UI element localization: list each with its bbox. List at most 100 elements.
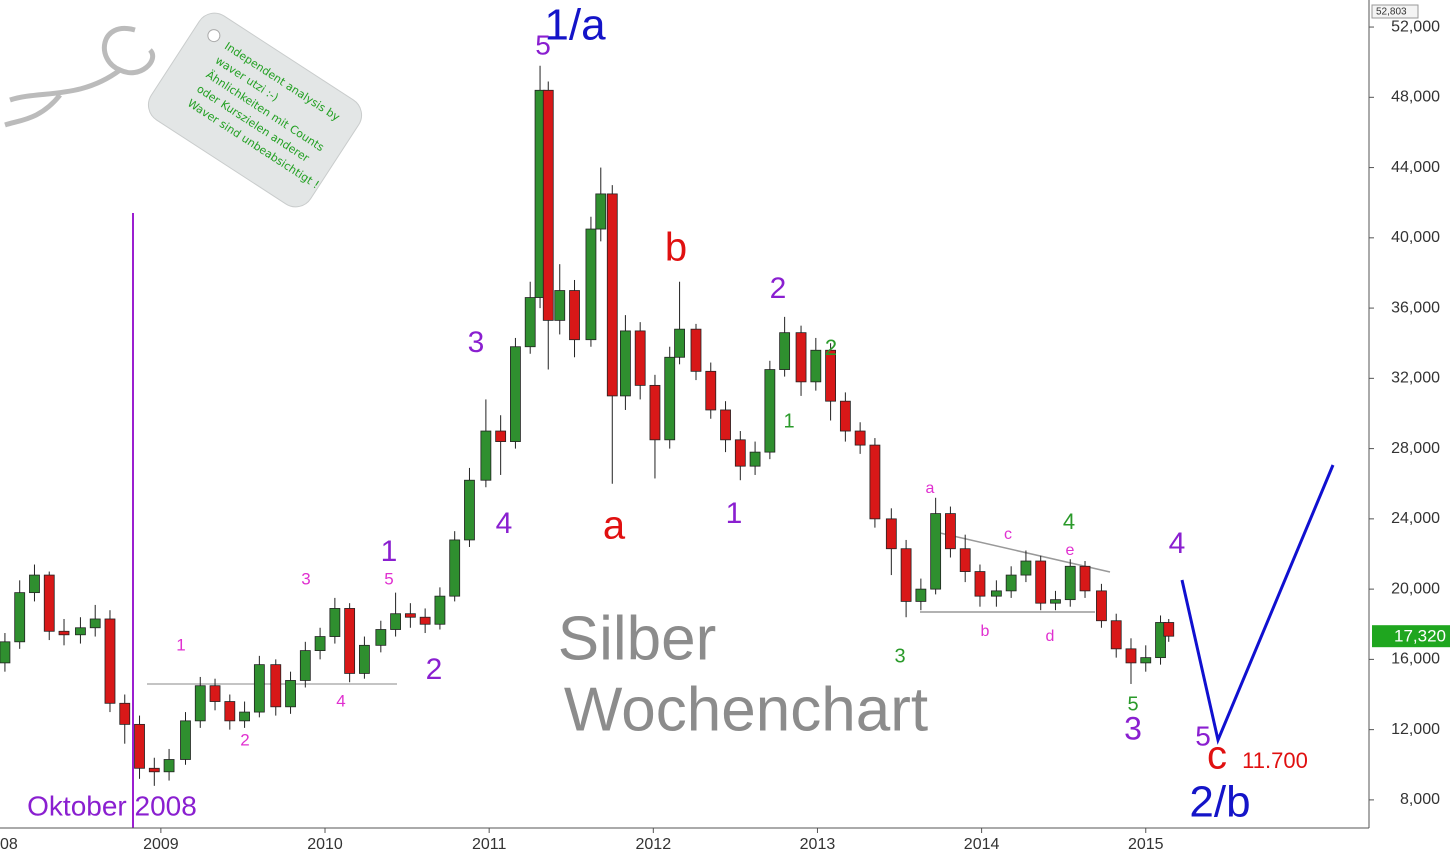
annotation: a [603,504,626,548]
annotation: 1 [176,635,185,654]
candle-body [495,430,507,442]
candle-body [649,384,661,441]
candle-body [795,332,807,383]
candle-body [299,650,311,681]
annotation: b [981,623,990,640]
candle-body [674,328,685,358]
candle-body [449,539,461,597]
y-tick-label: 52,000 [1391,18,1440,35]
candle-body [974,571,986,597]
candle-body [134,723,145,769]
annotation: 1/a [544,1,606,50]
candle-body [1155,622,1166,659]
y-tick-label: 36,000 [1391,299,1440,316]
tag-body [147,12,363,208]
candle-body [239,711,250,722]
y-tick-label: 48,000 [1391,89,1440,106]
candle-body [1125,648,1137,664]
candle-body [705,370,717,411]
y-tick-label: 28,000 [1391,440,1440,457]
high-label-box [1371,4,1419,19]
annotation: c [1004,526,1012,543]
candle-body [664,356,676,441]
annotation: Oktober 2008 [27,790,197,821]
candle-body [595,193,607,230]
candle-body [480,430,492,481]
annotation: 2 [825,335,837,360]
y-tick-label: 20,000 [1391,580,1440,597]
candle-body [329,608,341,637]
candle-body [900,548,912,602]
x-tick-label: 08 [0,836,18,853]
candle-body [285,680,296,708]
candle-body [810,349,822,383]
high-label: 52,803 [1376,7,1407,18]
candle-body [404,613,416,618]
candle-body [119,702,131,725]
candle-body [89,618,101,629]
y-tick-label: 40,000 [1391,229,1440,246]
tag-hole [207,29,221,43]
annotation: 5 [384,569,393,588]
candle-body [1035,560,1047,604]
candle-body [209,685,221,702]
last-label: 17,320 [1394,627,1446,646]
x-tick-label: 2009 [143,836,179,853]
tag-string [4,25,156,128]
candle-body [854,430,866,446]
annotation: 1 [783,410,794,432]
annotation: 4 [1063,509,1075,534]
x-tick-label: 2011 [472,836,507,853]
candle-body [253,664,265,713]
candle-body [569,290,580,341]
candle-body [375,629,387,646]
annotation: 11.700 [1242,748,1308,773]
candle-body [390,613,401,630]
candle-body [620,330,631,397]
candle-body [270,664,282,708]
annotation: 3 [894,645,905,667]
x-tick-label: 2014 [964,836,1000,853]
annotation: 1 [726,497,743,530]
y-tick-label: 16,000 [1391,651,1440,668]
y-tick-label: 24,000 [1391,510,1440,527]
candle-body [359,644,370,674]
annotation: 5 [1127,693,1138,715]
x-tick-label: 2013 [800,836,836,853]
annotation: a [926,480,935,497]
candle-body [1110,620,1122,650]
annotation: 5 [535,29,551,60]
candle-body [634,330,646,386]
candle-body [990,590,1002,597]
x-tick-label: 2015 [1128,836,1164,853]
candle-body [885,518,897,550]
candle-body [1050,599,1061,604]
candle-body [148,767,160,773]
candle-body [915,588,927,602]
annotation: 3 [468,326,485,359]
annotation: 2 [426,653,443,686]
candle-body [434,595,446,625]
y-tick-label: 32,000 [1391,370,1440,387]
annotation: 1 [381,535,398,568]
candle-body [779,332,791,370]
last-label-box [1372,625,1450,648]
triangle-upper [939,532,1111,573]
candle-body [224,701,236,722]
x-tick-label: 2010 [307,836,343,853]
candle-body [43,574,55,632]
candle-body [1079,565,1091,592]
annotation: 3 [301,569,310,588]
annotation: 3 [1124,710,1142,746]
candle-body [180,720,191,760]
annotation: 2 [770,272,787,305]
candle-body [510,346,521,442]
candle-body [720,409,731,441]
annotation: b [665,226,687,270]
annotation: 4 [1169,527,1186,560]
annotation: 2/b [1189,778,1250,827]
candle-body [1064,565,1076,601]
candle-body [163,759,175,773]
candle-body [464,479,475,541]
